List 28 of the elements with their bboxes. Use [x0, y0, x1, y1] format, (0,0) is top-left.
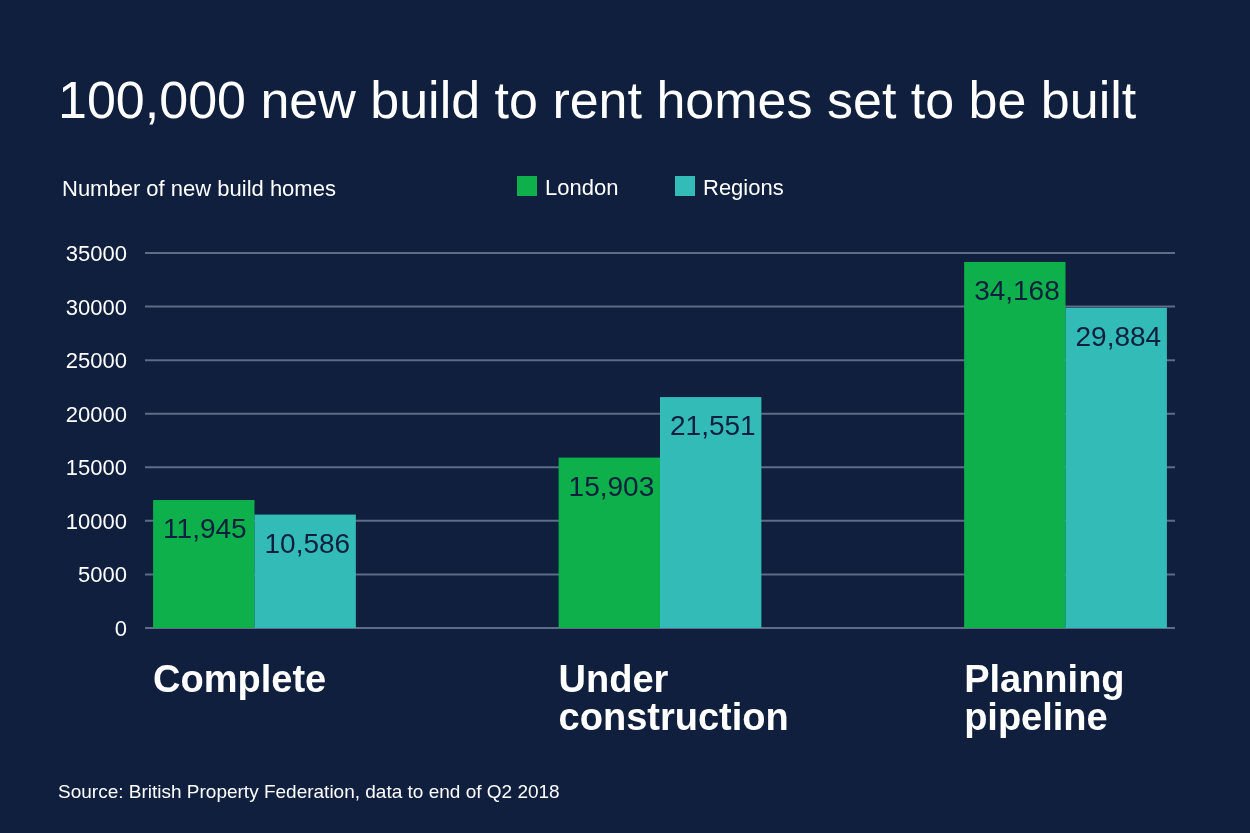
y-tick-label: 0 — [114, 616, 127, 641]
data-label: 11,945 — [163, 513, 247, 545]
bar — [964, 261, 1066, 628]
legend-label: Regions — [703, 175, 784, 200]
data-label: 29,884 — [1075, 320, 1162, 352]
y-tick-label: 20000 — [65, 401, 127, 427]
source-note: Source: British Property Federation, data to end of Q2 2018 — [58, 781, 560, 802]
chart-title: 100,000 new build to rent homes set to be built — [58, 71, 1137, 129]
data-label: 34,168 — [974, 274, 1060, 306]
data-label: 10,586 — [264, 527, 351, 559]
y-tick-label: 30000 — [65, 294, 127, 320]
bar — [1065, 307, 1167, 628]
data-label: 21,551 — [670, 410, 756, 442]
x-tick-label: Under construction — [558, 658, 789, 738]
legend-label: London — [545, 175, 619, 200]
y-tick-label: 35000 — [65, 241, 127, 266]
y-tick-label: 15000 — [65, 455, 127, 481]
x-tick-label: Complete — [153, 658, 327, 700]
bar — [558, 457, 660, 628]
y-tick-label: 10000 — [65, 508, 127, 534]
bar — [254, 514, 356, 628]
bar — [153, 500, 255, 628]
y-axis-title: Number of new build homes — [62, 176, 336, 201]
data-label: 15,903 — [568, 470, 655, 502]
y-tick-label: 5000 — [78, 562, 127, 588]
bar — [660, 397, 762, 628]
x-tick-label: Planning pipeline — [964, 658, 1125, 738]
y-tick-label: 25000 — [65, 348, 127, 374]
